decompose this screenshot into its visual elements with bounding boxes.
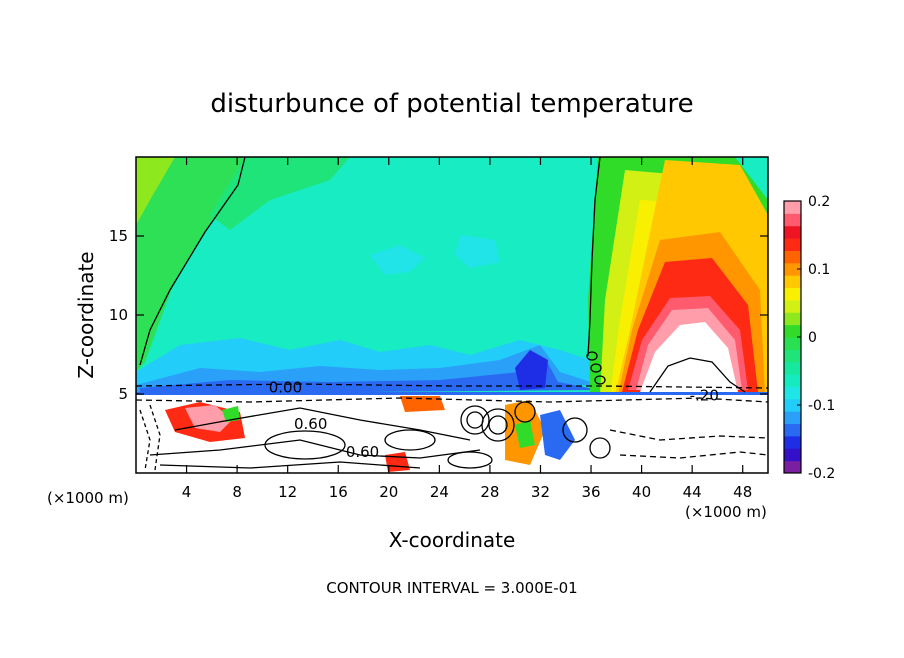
colorbar-swatch <box>784 411 801 425</box>
colorbar-swatch <box>784 287 801 301</box>
contour-lines <box>136 157 768 471</box>
colorbar-swatch <box>784 460 801 474</box>
x-tick-label: 28 <box>480 483 499 501</box>
field-cyan-patch-2 <box>455 235 500 268</box>
contour-dashed-2 <box>136 397 768 403</box>
plot-area <box>136 157 768 473</box>
y-axis-label: Z-coordinate <box>74 251 98 378</box>
x-axis-unit-right: (×1000 m) <box>685 503 767 521</box>
colorbar-swatch <box>784 275 801 289</box>
colorbar-swatch <box>784 337 801 350</box>
y-tick-label: 15 <box>109 227 128 245</box>
colorbar-tick-label: 0.2 <box>808 194 830 210</box>
field-left-warm <box>136 157 245 372</box>
contour-right-low <box>609 429 768 441</box>
field-plume-white <box>640 322 738 392</box>
colorbar-swatch <box>784 250 801 264</box>
contour-bead-1 <box>586 351 598 361</box>
field-cool-blue <box>140 358 600 394</box>
colorbar-swatch <box>784 201 801 214</box>
contour-label: 0.60 <box>294 415 327 433</box>
contour-swirl-1 <box>460 405 490 435</box>
x-tick-label: 48 <box>733 483 752 501</box>
contour-right-low-2 <box>619 451 768 459</box>
colorbar-swatch <box>784 374 801 387</box>
contour-label: 0.60 <box>346 443 379 461</box>
contour-interval-footer: CONTOUR INTERVAL = 3.000E-01 <box>326 579 577 597</box>
field-left-warm-core <box>136 157 175 225</box>
x-tick-label: 12 <box>278 483 297 501</box>
contour-cell-1 <box>447 451 493 469</box>
contour-labels: 0.60 0.60 0.00 -.20 <box>269 378 719 461</box>
field-warm-spot-left-core <box>185 405 232 432</box>
contour-swirl-3 <box>481 408 515 442</box>
colorbar-ticks: 0.2 0.1 0 -0.1 -0.2 <box>797 194 835 482</box>
colorbar-swatch <box>784 398 801 412</box>
contour-lower-3 <box>159 461 421 469</box>
field-lower-layer <box>136 394 768 473</box>
y-tick-label: 5 <box>118 385 128 403</box>
contour-label: -.20 <box>690 386 719 404</box>
colorbar-swatch <box>784 262 801 276</box>
contour-lower-2 <box>149 439 481 459</box>
colorbar-swatch <box>784 448 801 462</box>
x-tick-label: 4 <box>182 483 192 501</box>
contour-lower-1 <box>174 407 471 441</box>
contour-swirl-5 <box>514 401 536 423</box>
contour-bead-2 <box>590 363 602 373</box>
x-tick-label: 24 <box>430 483 449 501</box>
colorbar-swatch <box>784 349 801 363</box>
colorbar-tick-label: 0 <box>808 330 817 346</box>
x-tick-label: 40 <box>632 483 651 501</box>
colorbar-swatch <box>784 324 801 338</box>
colorbar-swatch <box>784 423 801 437</box>
chart-title: disturbunce of potential temperature <box>210 89 693 119</box>
field-orange-spot <box>400 396 445 412</box>
colorbar-tick-label: -0.2 <box>808 466 835 482</box>
x-axis-ticks: 4 8 12 16 20 24 28 32 36 40 44 48 <box>182 157 752 501</box>
x-tick-label: 32 <box>531 483 550 501</box>
colorbar-swatch <box>784 386 801 400</box>
y-tick-label: 10 <box>109 306 128 324</box>
contour-left-edge-2 <box>149 404 161 471</box>
colorbar-swatch <box>784 361 801 375</box>
colorbar-swatch <box>784 312 801 326</box>
contour-zero-left <box>139 157 246 366</box>
contour-bead-3 <box>594 375 606 385</box>
colorbar-swatch <box>784 213 801 227</box>
field-deep-blue-blob <box>515 350 548 390</box>
contour-swirl-7 <box>589 437 611 459</box>
colorbar-swatch <box>784 225 801 239</box>
colorbar-swatch <box>784 435 801 449</box>
field-green-spot <box>222 406 240 422</box>
x-tick-label: 20 <box>379 483 398 501</box>
x-tick-label: 8 <box>232 483 242 501</box>
contour-zero-right <box>587 157 601 357</box>
colorbar <box>784 201 801 474</box>
contour-cell-3 <box>264 430 346 460</box>
contour-dashed-1 <box>136 383 768 389</box>
colorbar-swatch <box>784 238 801 251</box>
contour-label: 0.00 <box>269 378 302 396</box>
x-tick-label: 44 <box>683 483 702 501</box>
x-tick-label: 36 <box>581 483 600 501</box>
colorbar-tick-label: -0.1 <box>808 398 835 414</box>
x-tick-label: 16 <box>329 483 348 501</box>
colorbar-swatch <box>784 299 801 313</box>
field-inversion-line <box>136 392 768 395</box>
contour-plume <box>649 357 746 393</box>
field-upper-green <box>210 157 350 230</box>
field-multi-spot-green <box>515 420 535 448</box>
field-cyan-patch <box>370 245 425 275</box>
contour-swirl-6 <box>562 417 588 443</box>
contour-swirl-4 <box>488 415 508 435</box>
x-axis-unit-left: (×1000 m) <box>47 489 129 507</box>
y-axis-ticks: 5 10 15 <box>109 227 768 403</box>
x-axis-label: X-coordinate <box>389 528 516 552</box>
contour-left-edge <box>139 409 151 471</box>
colorbar-tick-label: 0.1 <box>808 262 830 278</box>
contour-cell-2 <box>384 429 436 451</box>
